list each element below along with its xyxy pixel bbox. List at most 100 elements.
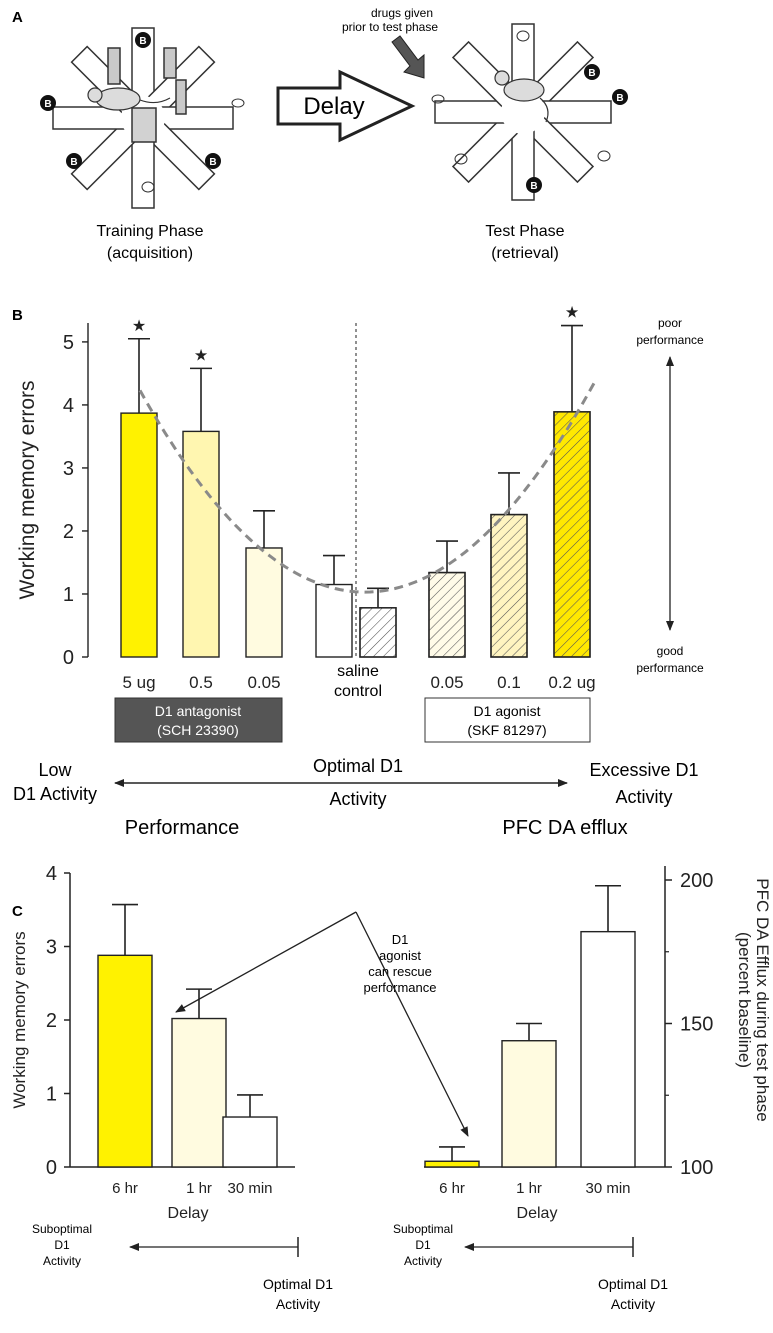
bar xyxy=(171,1017,227,1168)
bait-icon xyxy=(584,64,600,80)
delay-label: Delay xyxy=(303,93,364,120)
x-tick-label: 1 hr xyxy=(186,1180,212,1197)
panel-b: B 0 1 2 3 4 5 Working memory errors ★ 5 ug ★ 0.5 0.… xyxy=(12,305,704,809)
y-axis-label: Working memory errors xyxy=(16,381,39,600)
x-tick-label: 5 ug xyxy=(122,673,155,692)
bar xyxy=(97,954,153,1168)
y-tick-label: 150 xyxy=(680,1014,713,1036)
y-tick-label: 3 xyxy=(63,458,74,480)
rat-icon xyxy=(494,70,549,123)
subopt-right-2: D1 xyxy=(415,1238,431,1252)
drug-note-1: drugs given xyxy=(371,6,433,20)
x-tick-label: 6 hr xyxy=(112,1180,138,1197)
annot-good-1: good xyxy=(657,644,684,658)
bar xyxy=(580,930,636,1168)
subopt-right-3: Activity xyxy=(404,1254,442,1268)
x-tick-label: 0.5 xyxy=(189,673,213,692)
panel-a-letter: A xyxy=(12,9,23,26)
drug-note-2: prior to test phase xyxy=(342,20,438,34)
low-label-2: D1 Activity xyxy=(13,784,97,804)
training-baits: B B B B xyxy=(40,32,245,193)
y-tick-label: 0 xyxy=(46,1157,57,1179)
annot-good-2: performance xyxy=(636,661,704,675)
bar-hatch xyxy=(428,571,466,658)
test-sub: (retrieval) xyxy=(491,245,559,262)
delay-arrow xyxy=(276,69,416,143)
y-axis-label: PFC DA Efflux during test phase xyxy=(753,878,772,1121)
bait-mark: B xyxy=(44,99,51,110)
subopt-left-1: Suboptimal xyxy=(32,1222,92,1236)
bar xyxy=(501,1040,557,1168)
x-tick-label: 6 hr xyxy=(439,1180,465,1197)
agonist-box xyxy=(424,697,591,743)
y-axis-label-2: (percent baseline) xyxy=(735,932,754,1068)
bait-icon xyxy=(612,89,628,105)
rescue-arrow-left xyxy=(175,911,357,1013)
x-tick-label: 1 hr xyxy=(516,1180,542,1197)
chart-b: 0 1 2 3 4 5 Working memory errors ★ 5 ug ★ 0.5 0.05… xyxy=(16,305,597,692)
annot-poor-1: poor xyxy=(658,316,682,330)
x-tick-label: 0.05 xyxy=(247,673,280,692)
significance-star: ★ xyxy=(565,305,579,322)
subopt-right-1: Suboptimal xyxy=(393,1222,453,1236)
perf-title: Performance xyxy=(125,817,240,839)
bait-mark: B xyxy=(70,157,77,168)
x-tick-label: 30 min xyxy=(227,1180,272,1197)
opt-right-2: Activity xyxy=(611,1296,655,1312)
excess-label-2: Activity xyxy=(615,787,672,807)
bait-mark: B xyxy=(209,157,216,168)
annot-poor-2: performance xyxy=(636,333,704,347)
y-tick-label: 3 xyxy=(46,937,57,959)
y-tick-label: 0 xyxy=(63,647,74,669)
subopt-left-3: Activity xyxy=(43,1254,81,1268)
bait-mark: B xyxy=(616,93,623,104)
excess-label-1: Excessive D1 xyxy=(589,760,698,780)
bar xyxy=(245,547,283,658)
x-tick-label: 0.2 ug xyxy=(548,673,595,692)
saline-label-1: saline xyxy=(337,663,379,680)
bar-hatch xyxy=(359,607,397,658)
antagonist-label-2: (SCH 23390) xyxy=(157,722,239,738)
rescue-text-4: performance xyxy=(364,980,437,995)
opt-right-1: Optimal D1 xyxy=(598,1276,668,1292)
opt-left-2: Activity xyxy=(276,1296,320,1312)
y-axis-label: Working memory errors xyxy=(10,931,29,1108)
bar xyxy=(315,583,353,658)
y-tick-label: 5 xyxy=(63,332,74,354)
x-tick-label: 30 min xyxy=(585,1180,630,1197)
agonist-label-2: (SKF 81297) xyxy=(467,722,546,738)
training-sub: (acquisition) xyxy=(107,245,193,262)
bar xyxy=(424,1160,480,1168)
trend-curve xyxy=(138,380,597,594)
x-tick-label: 0.1 xyxy=(497,673,521,692)
test-baits: B B B xyxy=(431,30,628,193)
optimal-label-1: Optimal D1 xyxy=(313,756,403,776)
y-tick-label: 4 xyxy=(46,863,57,885)
panel-b-letter: B xyxy=(12,307,23,324)
bar-hatch xyxy=(490,513,528,658)
rescue-arrow-right xyxy=(355,911,469,1137)
y-tick-label: 200 xyxy=(680,870,713,892)
panel-c-letter: C xyxy=(12,903,23,920)
panel-c: C Performance PFC DA efflux 0 1 2 3 4 Working… xyxy=(10,817,772,1312)
syringe-arrow-icon xyxy=(391,35,425,79)
bait-icon xyxy=(40,95,56,111)
y-tick-label: 2 xyxy=(46,1010,57,1032)
chart-c-performance: 0 1 2 3 4 Working memory errors 6 hr 1 hr 30 min… xyxy=(10,863,295,1222)
bait-icon xyxy=(135,32,151,48)
x-tick-label: 0.05 xyxy=(430,673,463,692)
bar-hatch xyxy=(553,411,591,658)
bait-mark: B xyxy=(588,68,595,79)
panel-a: A B B B B xyxy=(12,6,628,262)
bait-icon xyxy=(205,153,221,169)
training-label: Training Phase xyxy=(96,223,203,240)
subopt-left-2: D1 xyxy=(54,1238,70,1252)
y-tick-label: 2 xyxy=(63,521,74,543)
test-label: Test Phase xyxy=(485,223,564,240)
y-tick-label: 1 xyxy=(46,1084,57,1106)
bar xyxy=(222,1116,278,1168)
bait-mark: B xyxy=(530,181,537,192)
y-tick-label: 4 xyxy=(63,395,74,417)
bait-icon xyxy=(526,177,542,193)
